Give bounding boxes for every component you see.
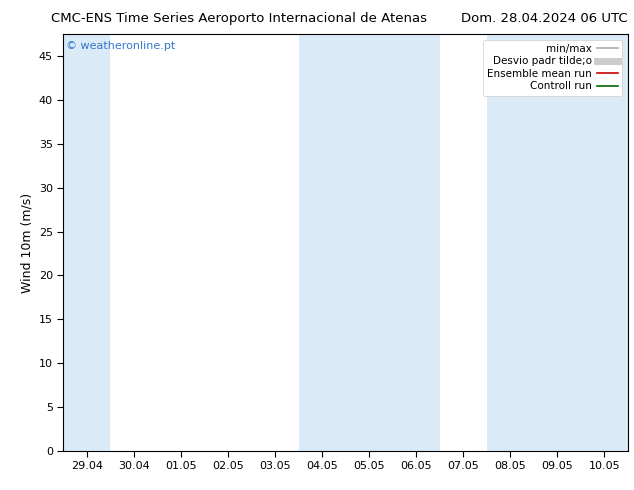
Y-axis label: Wind 10m (m/s): Wind 10m (m/s) (20, 193, 34, 293)
Text: © weatheronline.pt: © weatheronline.pt (66, 41, 176, 50)
Text: Dom. 28.04.2024 06 UTC: Dom. 28.04.2024 06 UTC (461, 12, 628, 25)
Bar (63, 34, 110, 451)
Legend: min/max, Desvio padr tilde;o, Ensemble mean run, Controll run: min/max, Desvio padr tilde;o, Ensemble m… (483, 40, 623, 96)
Bar (486, 34, 628, 451)
Bar (299, 34, 439, 451)
Text: CMC-ENS Time Series Aeroporto Internacional de Atenas: CMC-ENS Time Series Aeroporto Internacio… (51, 12, 427, 25)
